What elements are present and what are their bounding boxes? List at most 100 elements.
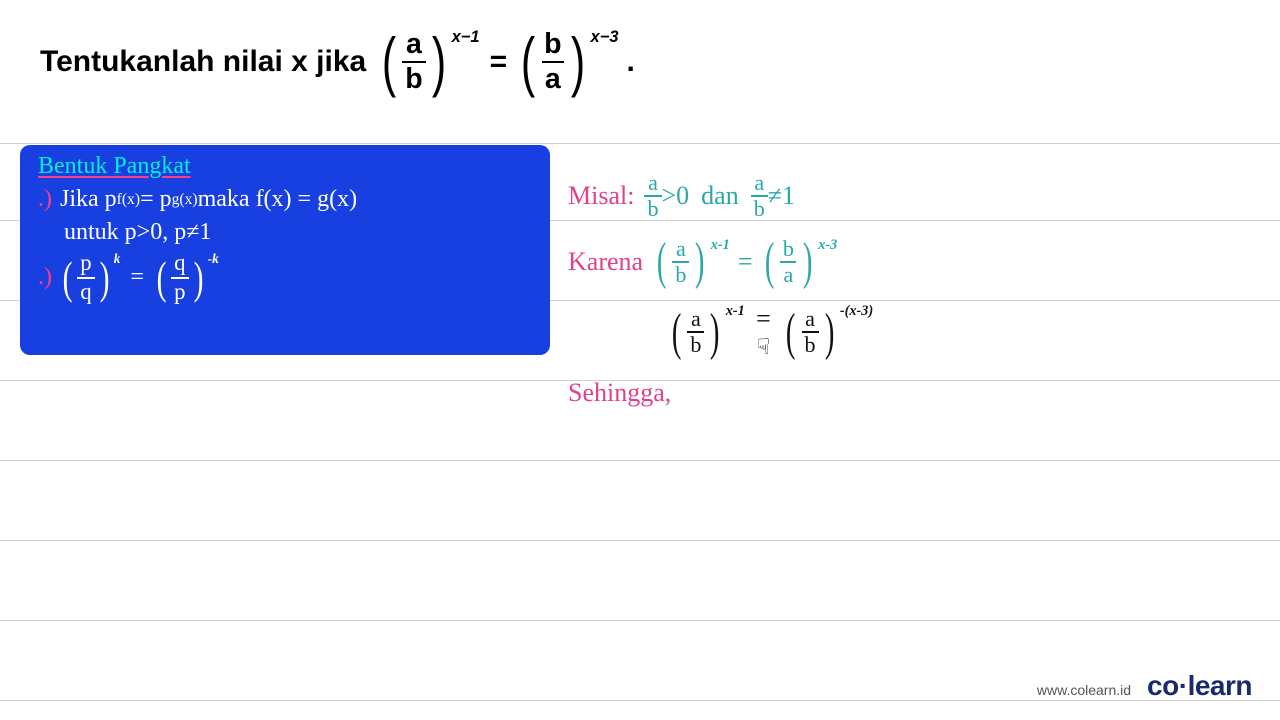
fraction: b a: [780, 238, 797, 286]
theory-title: Bentuk Pangkat: [38, 153, 532, 180]
numerator: q: [171, 252, 188, 277]
rule-text: = p: [140, 186, 172, 213]
denominator: b: [644, 195, 661, 220]
left-paren: (: [382, 35, 396, 88]
bullet-icon: .): [38, 264, 52, 291]
branding: www.colearn.id co·learn: [1037, 670, 1252, 702]
rule-sup: f(x): [117, 191, 140, 209]
problem-statement: Tentukanlah nilai x jika ( a b ) x−1 = (…: [40, 30, 635, 93]
left-paren: (: [157, 260, 167, 296]
left-paren: (: [657, 241, 667, 283]
right-paren: ): [99, 260, 109, 296]
equals-sign: =: [756, 304, 771, 334]
rule-1-condition: untuk p>0, p≠1: [64, 219, 532, 246]
exponent: x−1: [452, 28, 480, 47]
fraction: a b: [672, 238, 689, 286]
denominator: b: [402, 61, 425, 94]
logo-post: learn: [1188, 670, 1252, 701]
bullet-icon: .): [38, 186, 52, 213]
numerator: b: [780, 238, 797, 261]
left-paren: (: [764, 241, 774, 283]
and-text: dan: [701, 181, 739, 211]
sehingga-line: Sehingga,: [568, 378, 873, 408]
equation-2-line: ( a b ) x-1 = ☟ ( a b ) -(x-3): [668, 304, 873, 360]
left-paren: (: [786, 312, 796, 354]
karena-line: Karena ( a b ) x-1 = ( b a ) x-3: [568, 238, 873, 286]
numerator: a: [673, 238, 689, 261]
equals-sign: =: [738, 247, 753, 277]
right-paren: ): [695, 241, 705, 283]
fraction: b a: [541, 30, 564, 93]
fraction: a b: [644, 172, 661, 220]
rule-rhs: ( q p ): [154, 252, 206, 304]
fraction: a b: [687, 308, 704, 356]
eq-lhs: ( a b ): [653, 238, 709, 286]
denominator: a: [542, 61, 564, 94]
rule-sup: g(x): [172, 191, 198, 209]
problem-rhs: ( b a ): [517, 30, 588, 93]
hand-cursor-icon: ☟: [757, 334, 770, 360]
problem-lhs: ( a b ): [378, 30, 449, 93]
rule-lhs: ( p q ): [60, 252, 112, 304]
left-paren: (: [521, 35, 535, 88]
fraction: a b: [751, 172, 768, 220]
denominator: b: [672, 261, 689, 286]
numerator: a: [645, 172, 661, 195]
numerator: a: [802, 308, 818, 331]
denominator: b: [687, 331, 704, 356]
denominator: b: [751, 195, 768, 220]
denominator: q: [77, 277, 94, 304]
eq-lhs: ( a b ): [668, 308, 724, 356]
rule-text: Jika p: [60, 186, 117, 213]
ne-one: ≠1: [768, 181, 795, 211]
equals-sign: =: [490, 45, 508, 79]
fraction: a b: [402, 30, 425, 93]
exponent: k: [114, 251, 121, 267]
equals-sign: =: [130, 264, 144, 291]
numerator: p: [77, 252, 94, 277]
exponent: x-1: [711, 237, 730, 254]
right-paren: ): [824, 312, 834, 354]
numerator: a: [751, 172, 767, 195]
exponent: -k: [208, 251, 219, 267]
rule-1: .) Jika p f(x) = p g(x) maka f(x) = g(x): [38, 186, 532, 213]
logo-dot: ·: [1179, 670, 1188, 701]
equation-2: ( a b ) x-1 = ☟ ( a b ) -(x-3): [668, 304, 873, 360]
rule-text: untuk p>0, p≠1: [64, 219, 211, 246]
equals-with-cursor: = ☟: [751, 304, 776, 360]
numerator: b: [541, 30, 564, 61]
fraction: q p: [171, 252, 188, 304]
exponent: x-1: [726, 303, 745, 320]
label-karena: Karena: [568, 247, 643, 277]
fraction: p q: [77, 252, 94, 304]
left-paren: (: [63, 260, 73, 296]
theory-box: Bentuk Pangkat .) Jika p f(x) = p g(x) m…: [20, 145, 550, 355]
left-paren: (: [672, 312, 682, 354]
rule-text: maka f(x) = g(x): [198, 186, 357, 213]
exponent: x−3: [591, 28, 619, 47]
right-paren: ): [710, 312, 720, 354]
assumption: a b >0 dan a b ≠1: [644, 172, 795, 220]
label-misal: Misal:: [568, 181, 634, 211]
gt-zero: >0: [662, 181, 690, 211]
equation-1: ( a b ) x-1 = ( b a ) x-3: [653, 238, 837, 286]
label-sehingga: Sehingga,: [568, 378, 671, 408]
rule-2: .) ( p q ) k = ( q p ) -k: [38, 252, 532, 304]
period: .: [627, 45, 635, 79]
right-paren: ): [803, 241, 813, 283]
worked-solution: Misal: a b >0 dan a b ≠1 Karena ( a b: [568, 172, 873, 426]
denominator: p: [171, 277, 188, 304]
denominator: a: [780, 261, 796, 286]
numerator: a: [403, 30, 425, 61]
brand-logo: co·learn: [1147, 670, 1252, 702]
right-paren: ): [431, 35, 445, 88]
right-paren: ): [570, 35, 584, 88]
brand-url: www.colearn.id: [1037, 682, 1131, 698]
eq-rhs: ( b a ): [761, 238, 817, 286]
fraction: a b: [802, 308, 819, 356]
misal-line: Misal: a b >0 dan a b ≠1: [568, 172, 873, 220]
denominator: b: [802, 331, 819, 356]
eq-rhs: ( a b ): [782, 308, 838, 356]
exponent: -(x-3): [840, 303, 873, 320]
exponent: x-3: [818, 237, 837, 254]
